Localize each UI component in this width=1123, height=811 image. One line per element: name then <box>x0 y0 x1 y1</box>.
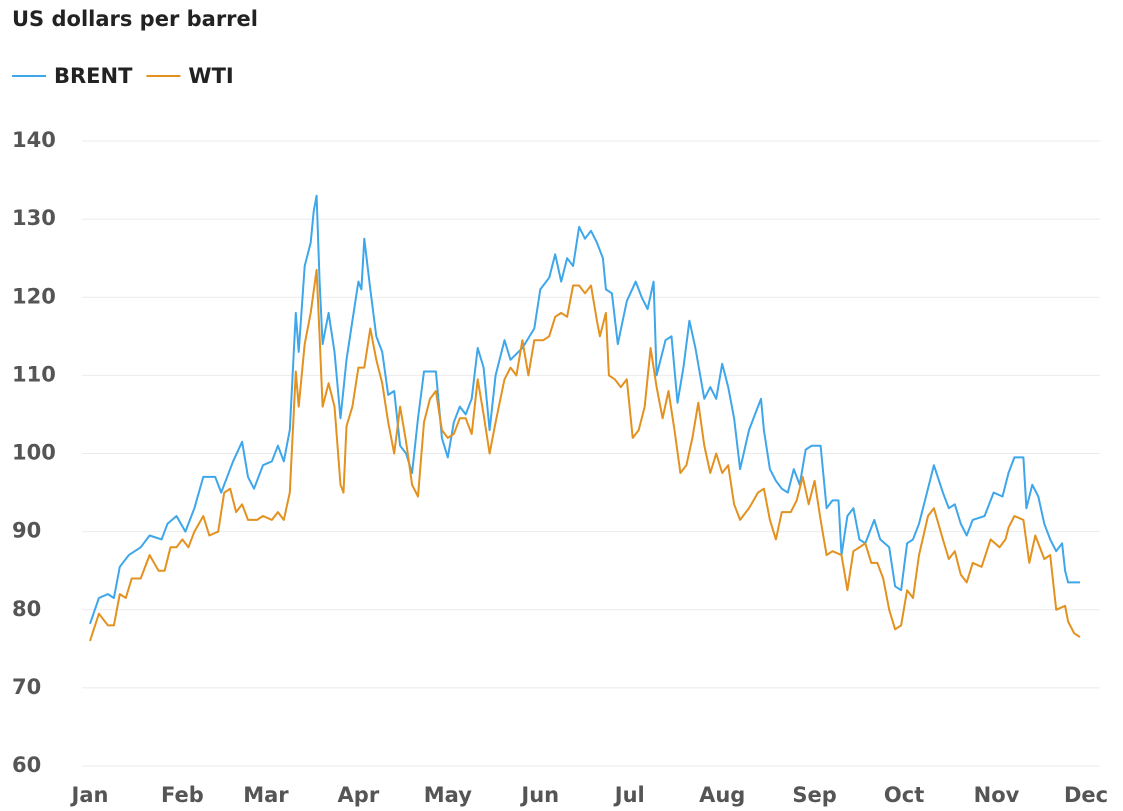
x-tick-label: Sep <box>792 783 836 807</box>
x-tick-label: Jan <box>70 783 109 807</box>
x-tick-label: Jun <box>519 783 559 807</box>
y-tick-label: 90 <box>12 519 41 543</box>
legend-label: WTI <box>188 64 233 88</box>
y-tick-label: 60 <box>12 753 41 777</box>
x-tick-label: May <box>424 783 472 807</box>
x-tick-label: Feb <box>161 783 204 807</box>
legend-label: BRENT <box>54 64 133 88</box>
x-tick-label: Mar <box>243 783 289 807</box>
x-tick-label: Nov <box>974 783 1020 807</box>
x-tick-label: Dec <box>1064 783 1108 807</box>
x-tick-label: Jul <box>613 783 645 807</box>
y-tick-label: 100 <box>12 441 56 465</box>
chart-title: US dollars per barrel <box>12 7 258 31</box>
y-tick-label: 110 <box>12 362 56 386</box>
y-tick-label: 70 <box>12 675 41 699</box>
y-tick-label: 120 <box>12 284 56 308</box>
x-tick-label: Aug <box>699 783 745 807</box>
series-line <box>89 194 1080 625</box>
y-tick-label: 130 <box>12 206 56 230</box>
y-tick-label: 80 <box>12 597 41 621</box>
series-line <box>89 268 1081 642</box>
y-tick-label: 140 <box>12 128 56 152</box>
x-tick-label: Oct <box>884 783 924 807</box>
x-tick-label: Apr <box>338 783 380 807</box>
